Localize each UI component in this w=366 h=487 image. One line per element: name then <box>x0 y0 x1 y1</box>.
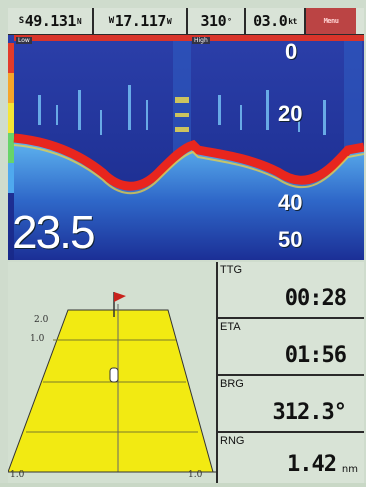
rng-unit: nm <box>341 464 358 475</box>
depth-scale-40: 40 <box>278 190 303 215</box>
ttg-value: 00:28 <box>284 286 347 311</box>
status-bar: S 49.131 N W 17.117 W 310 ° 03.0 kt Menu <box>8 8 364 36</box>
speed-unit: kt <box>288 16 297 26</box>
longitude-readout: W 17.117 W <box>94 8 188 34</box>
scale-label-right: 1.0 <box>188 470 203 480</box>
low-frequency-tag: Low <box>16 37 32 44</box>
depth-scale-50: 50 <box>278 227 303 252</box>
rng-panel: RNG 1.42 nm <box>218 433 364 483</box>
depth-scale-20: 20 <box>278 101 303 126</box>
heading-readout: 310 ° <box>188 8 246 34</box>
vessel-icon <box>109 367 119 383</box>
depth-scale-0: 0 <box>285 39 298 64</box>
latitude-unit: N <box>76 16 82 26</box>
scale-label-1: 1.0 <box>30 334 45 344</box>
current-depth-readout: 23.5 <box>12 206 96 258</box>
eta-label: ETA <box>220 321 241 333</box>
eta-panel: ETA 01:56 <box>218 319 364 376</box>
scale-label-2: 2.0 <box>34 315 49 325</box>
sonar-echogram: Low High 0 20 40 50 23.5 <box>8 35 364 260</box>
highway-view <box>7 292 216 473</box>
ttg-label: TTG <box>220 264 242 276</box>
menu-label: Menu <box>323 17 339 25</box>
heading-value: 310 <box>200 12 227 30</box>
scale-label-left: 1.0 <box>10 470 25 480</box>
latitude-readout: S 49.131 N <box>8 8 94 34</box>
heading-unit: ° <box>227 16 232 26</box>
rng-label: RNG <box>220 435 245 447</box>
high-frequency-tag: High <box>192 37 210 44</box>
speed-value: 03.0 <box>253 12 288 30</box>
longitude-value: 17.117 <box>114 12 167 30</box>
menu-button[interactable]: Menu <box>306 8 356 34</box>
eta-value: 01:56 <box>284 343 347 368</box>
ttg-panel: TTG 00:28 <box>218 262 364 319</box>
speed-readout: 03.0 kt <box>246 8 306 34</box>
course-deviation-plot: 2.0 1.0 1.0 1.0 <box>7 262 218 483</box>
latitude-value: 49.131 <box>24 12 77 30</box>
rng-value: 1.42 <box>287 452 337 477</box>
latitude-prefix: S <box>18 16 24 26</box>
sonar-image <box>8 35 364 260</box>
brg-label: BRG <box>220 378 244 390</box>
longitude-unit: W <box>166 16 172 26</box>
brg-value: 312.3° <box>272 400 347 425</box>
target-flag-icon <box>114 292 126 302</box>
longitude-prefix: W <box>108 16 114 26</box>
navigation-section: 2.0 1.0 1.0 1.0 TTG 00:28 ETA 01:56 BRG … <box>7 262 364 483</box>
brg-panel: BRG 312.3° <box>218 376 364 433</box>
